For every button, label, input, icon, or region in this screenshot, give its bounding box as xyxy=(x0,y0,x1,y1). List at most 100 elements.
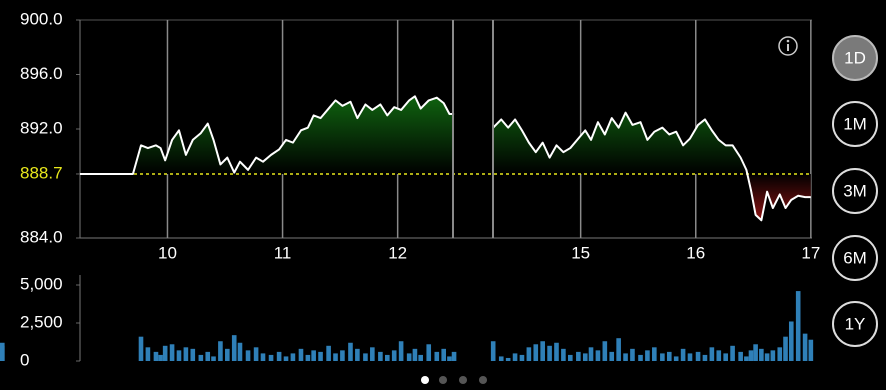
x-tick-label: 16 xyxy=(686,243,705,262)
volume-bar xyxy=(326,345,331,361)
volume-bar xyxy=(0,345,5,361)
volume-bar xyxy=(595,350,601,361)
volume-bar xyxy=(808,339,814,361)
range-button[interactable] xyxy=(832,168,878,214)
volume-bar xyxy=(162,345,168,361)
x-tick-label: 10 xyxy=(158,243,177,262)
page-dot[interactable] xyxy=(439,376,447,384)
volume-bar xyxy=(311,350,316,361)
volume-bar xyxy=(290,353,296,361)
y-tick-label: 896.0 xyxy=(20,64,63,83)
volume-bar xyxy=(176,350,182,361)
volume-bar xyxy=(533,344,539,361)
range-button-label[interactable]: 3M xyxy=(843,181,867,200)
page-dot[interactable] xyxy=(459,376,467,384)
volume-bar xyxy=(169,344,175,361)
info-icon-ring[interactable] xyxy=(778,36,798,56)
volume-bar xyxy=(554,342,559,361)
volume-bar xyxy=(547,345,552,361)
volume-bar xyxy=(355,348,360,361)
range-button-label[interactable]: 1Y xyxy=(845,314,866,333)
volume-bar xyxy=(490,341,496,361)
range-button[interactable] xyxy=(832,101,878,147)
y-tick-label: 0 xyxy=(20,350,29,369)
range-button-label[interactable]: 1D xyxy=(844,48,866,67)
volume-bar xyxy=(305,354,311,361)
volume-bar xyxy=(709,347,715,361)
volume-bar xyxy=(198,354,204,361)
y-tick-label: 5,000 xyxy=(20,274,63,293)
x-tick-label: 11 xyxy=(274,243,292,262)
volume-bar xyxy=(623,353,628,361)
volume-bar xyxy=(695,351,701,361)
range-button[interactable] xyxy=(832,235,878,281)
volume-bar xyxy=(418,354,423,361)
volume-bar xyxy=(687,353,693,361)
volume-bar xyxy=(276,351,282,361)
info-icon[interactable] xyxy=(778,36,798,56)
volume-bar xyxy=(764,353,770,361)
volume-bar xyxy=(498,356,504,361)
volume-bar xyxy=(434,351,440,361)
range-button-selected[interactable] xyxy=(832,35,878,81)
volume-bar xyxy=(348,342,353,361)
volume-bar xyxy=(680,348,686,361)
volume-bar xyxy=(561,348,566,361)
volume-bar xyxy=(540,341,545,361)
info-icon-dot[interactable] xyxy=(786,39,790,43)
volume-bar xyxy=(588,347,594,361)
volume-bar xyxy=(370,347,375,361)
volume-bar xyxy=(526,347,532,361)
volume-bar xyxy=(451,351,457,361)
volume-bar xyxy=(283,356,289,361)
volume-bar xyxy=(190,348,196,361)
volume-bar xyxy=(268,354,274,361)
y-tick-label: 892.0 xyxy=(20,118,63,137)
volume-bar xyxy=(777,347,783,361)
volume-bar xyxy=(253,347,259,361)
range-button-label[interactable]: 1M xyxy=(843,114,867,133)
volume-bar xyxy=(340,350,345,361)
volume-bar xyxy=(519,354,525,361)
volume-bar xyxy=(245,350,251,361)
volume-bar xyxy=(205,351,211,361)
volume-bar xyxy=(738,351,743,361)
volume-bar xyxy=(138,336,144,361)
page-dot-active[interactable] xyxy=(421,376,429,384)
volume-bar xyxy=(183,347,189,361)
volume-bar xyxy=(582,353,588,361)
page-indicator xyxy=(421,376,487,384)
x-tick-label: 12 xyxy=(388,243,407,262)
volume-bar xyxy=(398,341,404,361)
volume-bar xyxy=(576,351,581,361)
volume-bar xyxy=(788,321,794,361)
price-line xyxy=(80,95,811,222)
background-layer xyxy=(76,19,812,362)
range-button-label[interactable]: 6M xyxy=(843,248,867,267)
volume-bar xyxy=(378,351,383,361)
range-button[interactable] xyxy=(832,301,878,347)
volume-bar xyxy=(505,357,511,361)
volume-bar xyxy=(730,345,735,361)
x-tick-label: 15 xyxy=(571,243,590,262)
volume-bar xyxy=(795,291,801,361)
volume-bar xyxy=(333,353,338,361)
volume-bar xyxy=(759,348,764,361)
info-icon-stem[interactable] xyxy=(787,44,789,51)
volume-bar xyxy=(616,338,621,361)
volume-bar xyxy=(645,350,650,361)
volume-bar xyxy=(211,356,216,361)
volume-bar xyxy=(441,348,446,361)
y-tick-label: 900.0 xyxy=(20,9,63,28)
volume-bar xyxy=(512,353,518,361)
page-dot[interactable] xyxy=(479,376,487,384)
y-tick-label: 888.7 xyxy=(20,163,63,182)
volume-bar xyxy=(802,333,808,361)
volume-bar xyxy=(748,350,754,361)
volume-bar xyxy=(770,350,776,361)
volume-bar xyxy=(723,353,728,361)
x-tick-label: 17 xyxy=(801,243,820,262)
y-tick-label: 884.0 xyxy=(20,227,63,246)
